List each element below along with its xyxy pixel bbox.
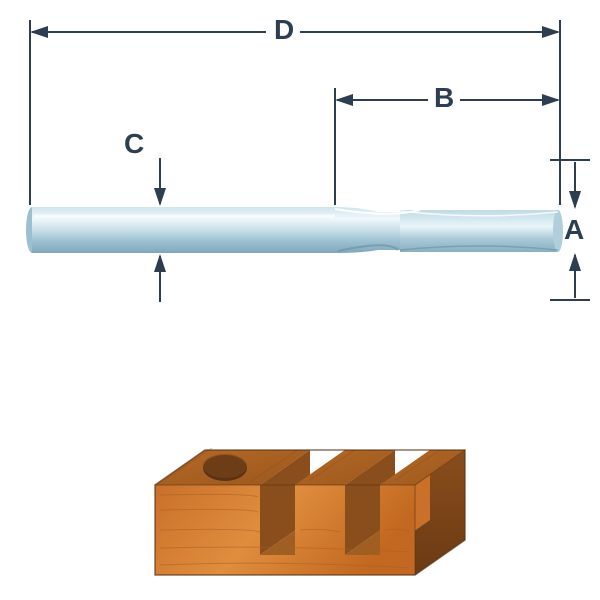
diagram-svg: [0, 0, 600, 600]
label-D: D: [274, 14, 294, 46]
technical-diagram: D B C A: [0, 0, 600, 600]
router-bit: [26, 207, 563, 253]
label-B: B: [434, 82, 454, 114]
dimension-D: [30, 20, 560, 205]
label-A: A: [564, 214, 584, 246]
wood-block: [155, 448, 465, 575]
label-C: C: [124, 128, 144, 160]
